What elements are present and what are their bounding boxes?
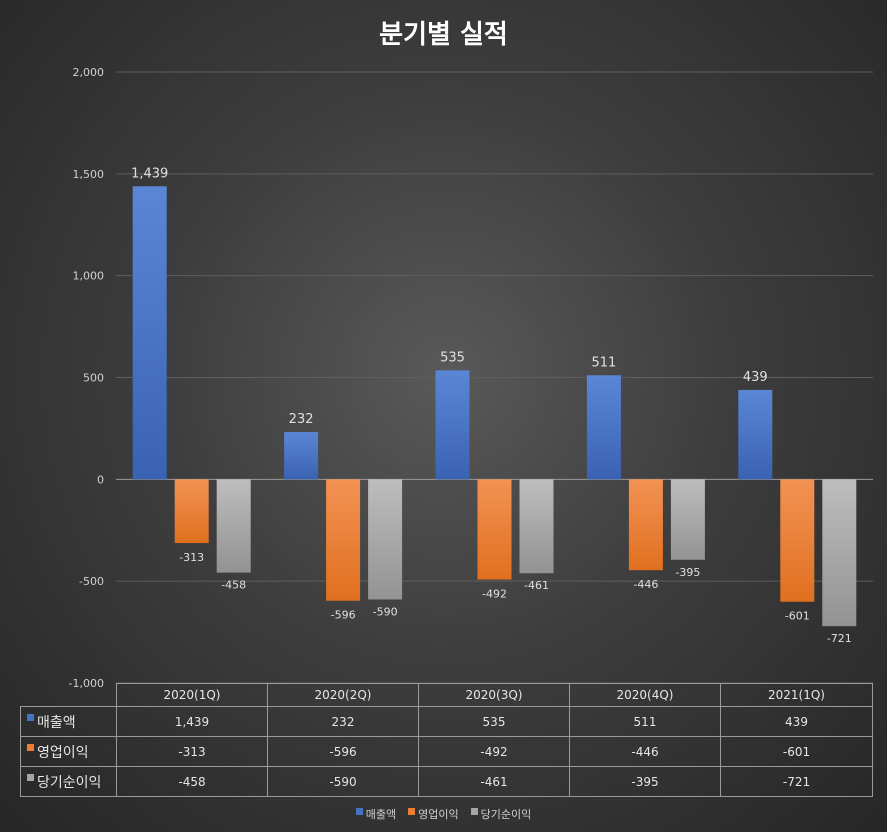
legend-swatch-icon (470, 808, 478, 815)
data-label: 1,439 (131, 166, 168, 181)
bar-sales (284, 432, 319, 480)
data-label: -395 (675, 566, 700, 579)
data-label: 232 (289, 412, 314, 427)
data-table-series-name: 당기순이익 (20, 766, 117, 797)
data-label: 535 (440, 350, 465, 365)
data-label: -313 (179, 551, 204, 564)
data-table-corner (20, 683, 117, 707)
data-table-cell: 511 (569, 706, 721, 737)
data-table-cell: 1,439 (116, 706, 268, 737)
bar-sales (738, 389, 773, 480)
data-table-category: 2020(4Q) (569, 683, 721, 707)
legend-swatch-icon (355, 808, 363, 815)
data-table-cell: 439 (720, 706, 873, 737)
data-table-category: 2020(3Q) (418, 683, 570, 707)
data-table-cell: -590 (267, 766, 419, 797)
data-table-cell: -596 (267, 736, 419, 767)
data-table-cell: -458 (116, 766, 268, 797)
data-table-cell: -721 (720, 766, 873, 797)
y-tick-label: 500 (83, 372, 104, 385)
data-table-category: 2020(1Q) (116, 683, 268, 707)
data-table-cell: 232 (267, 706, 419, 737)
data-table-cell: -461 (418, 766, 570, 797)
series-name: 영업이익 (37, 744, 89, 761)
bar-sales (586, 375, 621, 480)
y-tick-label: 2,000 (73, 66, 105, 79)
data-table-series-name: 매출액 (20, 706, 117, 737)
bar-sales (435, 370, 470, 480)
legend-label: 영업이익 (418, 808, 459, 821)
legend-label: 당기순이익 (480, 808, 532, 821)
chart-plot-area: 2,0001,5001,0005000-500-1,0001,439232535… (69, 66, 873, 690)
bar-net-income (368, 479, 403, 600)
data-table-category: 2020(2Q) (267, 683, 419, 707)
data-table-header-row: 2020(1Q) 2020(2Q) 2020(3Q) 2020(4Q) 2021… (20, 683, 873, 707)
bar-operating-income (477, 479, 512, 580)
data-table-row: 매출액 1,439 232 535 511 439 (20, 706, 873, 737)
y-tick-label: 1,000 (73, 270, 105, 283)
bar-operating-income (628, 479, 663, 571)
data-table: 2020(1Q) 2020(2Q) 2020(3Q) 2020(4Q) 2021… (20, 683, 873, 797)
data-label: -446 (633, 578, 658, 591)
data-table-series-name: 영업이익 (20, 736, 117, 767)
y-tick-label: -500 (79, 575, 104, 588)
data-label: -721 (827, 632, 852, 645)
data-label: 511 (591, 355, 616, 370)
data-label: -596 (331, 609, 356, 622)
data-table-category: 2021(1Q) (720, 683, 873, 707)
data-label: 439 (743, 370, 768, 385)
bar-net-income (822, 479, 857, 627)
y-tick-label: 1,500 (73, 168, 105, 181)
data-table-cell: -446 (569, 736, 721, 767)
bar-net-income (519, 479, 554, 574)
bar-operating-income (174, 479, 209, 544)
data-table-cell: -313 (116, 736, 268, 767)
legend-label: 매출액 (365, 808, 397, 821)
data-label: -461 (524, 579, 549, 592)
series-name: 당기순이익 (37, 774, 102, 791)
legend-item: 당기순이익 (470, 808, 532, 821)
bar-operating-income (326, 479, 361, 601)
bar-sales (132, 186, 167, 480)
bar-operating-income (780, 479, 815, 602)
series-swatch-icon (27, 743, 34, 751)
data-table-row: 영업이익 -313 -596 -492 -446 -601 (20, 736, 873, 767)
data-table-cell: -395 (569, 766, 721, 797)
legend-swatch-icon (408, 808, 416, 815)
data-label: -492 (482, 588, 507, 601)
data-label: -601 (785, 610, 810, 623)
bar-net-income (670, 479, 705, 560)
data-table-cell: -601 (720, 736, 873, 767)
series-name: 매출액 (37, 714, 76, 731)
chart-legend: 매출액 영업이익 당기순이익 (0, 806, 887, 822)
series-swatch-icon (27, 713, 34, 721)
data-table-cell: -492 (418, 736, 570, 767)
data-table-row: 당기순이익 -458 -590 -461 -395 -721 (20, 766, 873, 797)
data-table-cell: 535 (418, 706, 570, 737)
series-swatch-icon (27, 773, 34, 781)
chart-title: 분기별 실적 (379, 20, 508, 50)
data-label: -590 (373, 605, 398, 618)
data-label: -458 (221, 579, 246, 592)
bar-net-income (216, 479, 251, 573)
y-tick-label: 0 (97, 473, 104, 486)
legend-item: 영업이익 (408, 808, 459, 821)
legend-item: 매출액 (355, 808, 397, 821)
